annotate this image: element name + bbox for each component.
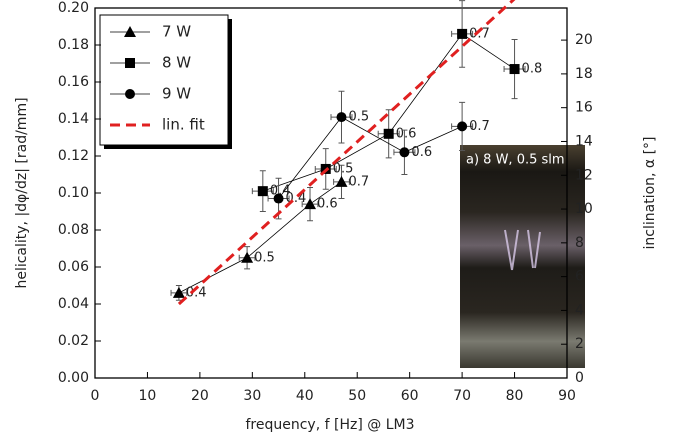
marker xyxy=(383,128,394,139)
point-label: 0.7 xyxy=(469,26,490,41)
y-tick-label: 0.16 xyxy=(58,74,89,90)
marker xyxy=(125,58,135,68)
y2-tick-label: 20 xyxy=(575,32,593,48)
marker xyxy=(335,175,348,187)
x-tick-label: 0 xyxy=(91,388,100,404)
marker xyxy=(399,147,410,158)
y2-axis-label: inclination, α [°] xyxy=(642,136,658,249)
point-label: 0.6 xyxy=(317,197,338,212)
y2-tick-label: 4 xyxy=(575,302,584,318)
x-tick-label: 10 xyxy=(139,388,157,404)
inset-caption: a) 8 W, 0.5 slm xyxy=(466,153,565,168)
fit-line xyxy=(177,0,516,306)
y-tick-label: 0.08 xyxy=(58,222,89,238)
y2-tick-label: 8 xyxy=(575,235,584,251)
point-label: 0.7 xyxy=(469,119,490,134)
marker xyxy=(509,64,520,75)
point-label: 0.5 xyxy=(254,250,275,265)
y-tick-label: 0.02 xyxy=(58,333,89,349)
point-label: 0.5 xyxy=(333,161,354,176)
y2-tick-label: 2 xyxy=(575,336,584,352)
marker xyxy=(241,251,254,263)
marker xyxy=(125,89,135,99)
photo xyxy=(460,145,585,368)
x-tick-label: 50 xyxy=(348,388,366,404)
marker xyxy=(273,193,284,204)
series-line xyxy=(178,181,342,294)
x-axis-label: frequency, f [Hz] @ LM3 xyxy=(246,417,415,433)
y-tick-label: 0.12 xyxy=(58,148,89,164)
marker xyxy=(336,112,347,123)
marker xyxy=(124,26,136,37)
y2-tick-label: 18 xyxy=(575,66,593,82)
y-axis-label: helicality, |dφ/dz| [rad/mm] xyxy=(14,97,30,288)
legend-label: 9 W xyxy=(162,85,191,103)
point-label: 0.7 xyxy=(348,174,369,189)
point-label: 0.8 xyxy=(522,62,543,77)
y-tick-label: 0.00 xyxy=(58,370,89,386)
legend xyxy=(99,14,229,146)
point-label: 0.6 xyxy=(411,145,432,160)
x-tick-label: 80 xyxy=(506,388,524,404)
x-tick-label: 70 xyxy=(453,388,471,404)
x-tick-label: 60 xyxy=(401,388,419,404)
point-label: 0.6 xyxy=(396,126,417,141)
point-label: 0.4 xyxy=(270,184,291,199)
y-tick-label: 0.04 xyxy=(58,296,89,312)
y-tick-label: 0.18 xyxy=(58,37,89,53)
marker xyxy=(457,28,468,39)
y2-tick-label: 6 xyxy=(575,269,584,285)
y2-tick-label: 10 xyxy=(575,201,593,217)
x-tick-label: 40 xyxy=(296,388,314,404)
y-tick-label: 0.06 xyxy=(58,259,89,275)
x-tick-label: 90 xyxy=(558,388,576,404)
marker xyxy=(457,121,468,132)
series-line xyxy=(278,116,463,199)
marker xyxy=(172,286,185,298)
y-tick-label: 0.10 xyxy=(58,185,89,201)
point-label: 0.5 xyxy=(348,110,369,125)
x-tick-label: 30 xyxy=(243,388,261,404)
discharge xyxy=(504,229,541,271)
y2-tick-label: 16 xyxy=(575,100,593,116)
marker xyxy=(257,186,268,197)
y-tick-label: 0.14 xyxy=(58,111,89,127)
y2-tick-label: 14 xyxy=(575,133,593,149)
legend-label: lin. fit xyxy=(162,116,205,134)
marker xyxy=(304,198,317,210)
y2-tick-label: 12 xyxy=(575,167,593,183)
legend-label: 8 W xyxy=(162,54,191,72)
y2-tick-label: 0 xyxy=(575,370,584,386)
x-tick-label: 20 xyxy=(191,388,209,404)
inset-photo: a) 8 W, 0.5 slm xyxy=(460,145,585,368)
y-tick-label: 0.20 xyxy=(58,0,89,16)
point-label: 0.4 xyxy=(186,285,207,300)
legend-label: 7 W xyxy=(162,23,191,41)
